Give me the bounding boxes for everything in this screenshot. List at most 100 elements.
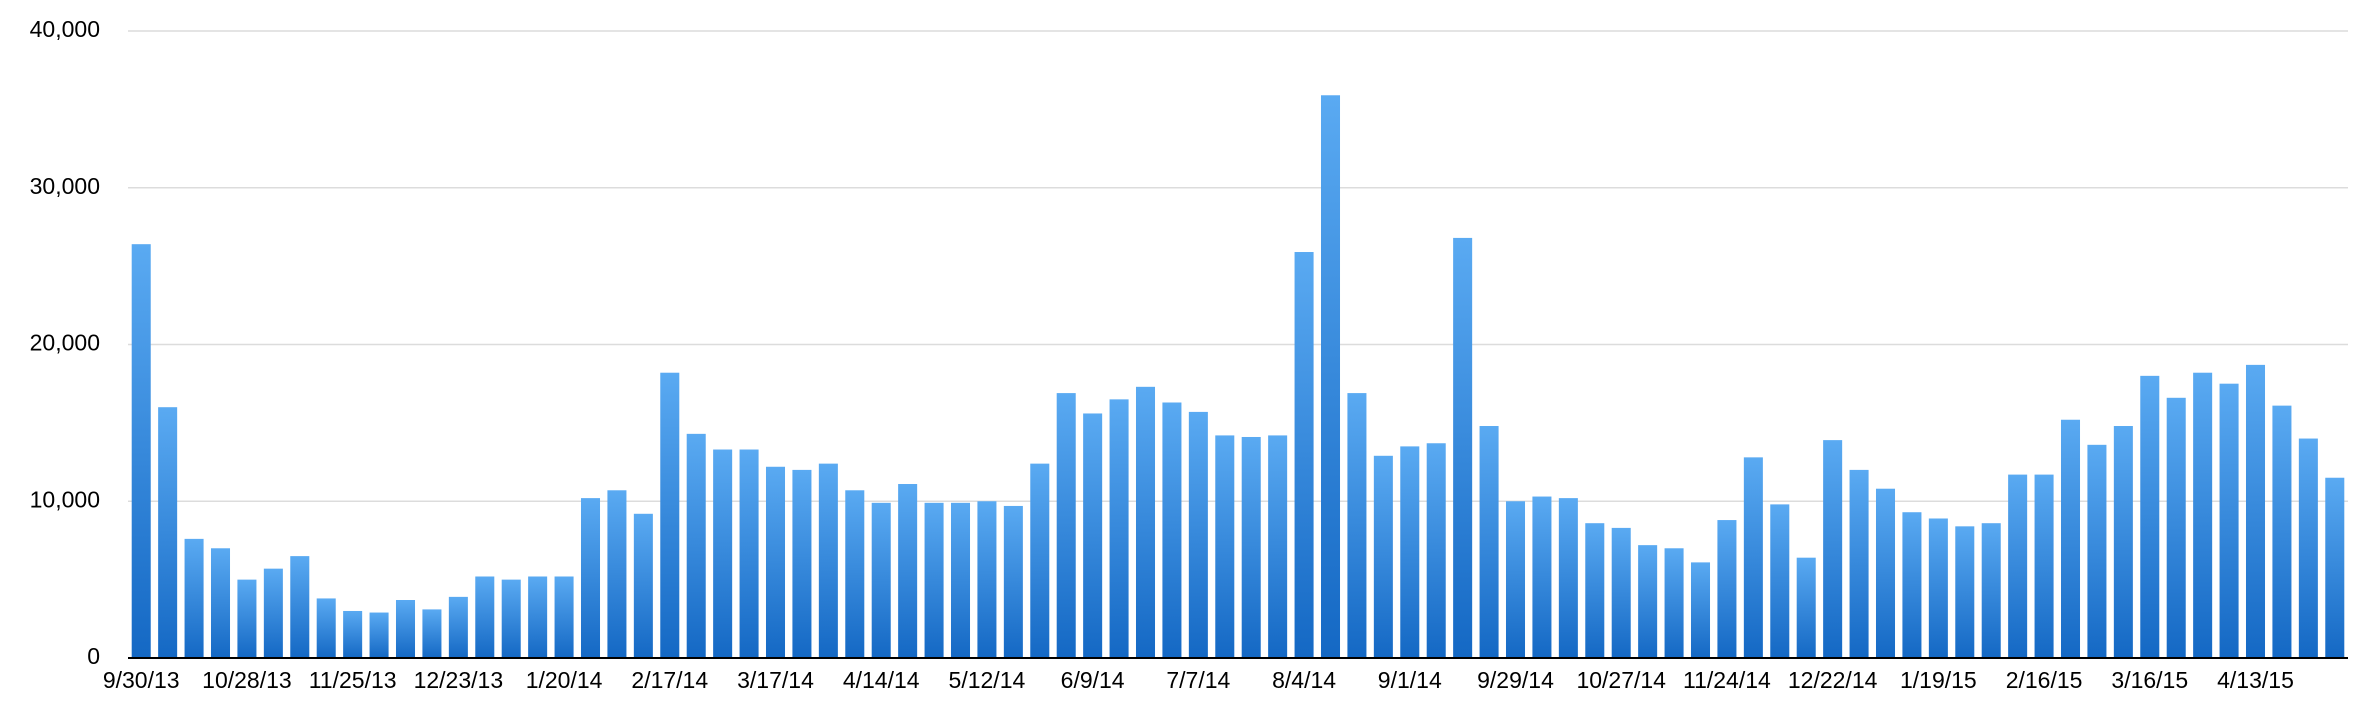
x-tick-label: 10/28/13 <box>202 667 292 693</box>
bar <box>1479 426 1499 658</box>
x-tick-label: 2/17/14 <box>631 667 708 693</box>
bar <box>422 609 442 658</box>
bar <box>210 548 231 658</box>
bar <box>1003 505 1023 658</box>
bar <box>818 463 838 658</box>
bar <box>1981 523 2001 658</box>
bar <box>1823 440 1843 658</box>
bar <box>898 484 918 658</box>
bar <box>343 610 363 658</box>
bar <box>2008 474 2028 658</box>
bar <box>1505 501 1526 658</box>
y-tick-label: 20,000 <box>30 330 100 356</box>
bar <box>660 372 680 658</box>
bar <box>1955 526 1975 658</box>
bar <box>1690 562 1711 658</box>
bar <box>1638 545 1658 658</box>
bar <box>1373 455 1393 658</box>
bar <box>924 502 944 658</box>
bar <box>1426 443 1446 658</box>
bar <box>1188 411 1208 658</box>
bar <box>1215 435 1235 658</box>
y-tick-label: 10,000 <box>30 486 100 512</box>
bar <box>1056 393 1076 658</box>
x-tick-label: 12/22/14 <box>1788 667 1878 693</box>
bar <box>237 579 257 658</box>
x-tick-label: 9/29/14 <box>1477 667 1554 693</box>
bar <box>1664 548 1684 658</box>
bar <box>1532 496 1552 658</box>
bar <box>686 433 706 658</box>
bar <box>554 576 574 658</box>
bar <box>1453 237 1473 658</box>
bar <box>1347 393 1367 658</box>
bar <box>1030 463 1050 658</box>
y-tick-label: 0 <box>87 643 100 669</box>
bar <box>1320 95 1341 658</box>
bar <box>369 612 389 658</box>
bar <box>1109 399 1129 658</box>
bar <box>2140 375 2160 658</box>
bar <box>2193 372 2213 658</box>
bar <box>2298 438 2318 658</box>
bar <box>1585 523 1605 658</box>
x-tick-label: 5/12/14 <box>949 667 1026 693</box>
x-tick-label: 4/13/15 <box>2217 667 2294 693</box>
bar <box>580 498 601 658</box>
bar <box>1770 504 1790 658</box>
bar <box>1611 527 1631 658</box>
bar <box>2219 383 2239 658</box>
bar <box>2087 444 2107 658</box>
x-tick-label: 11/24/14 <box>1683 667 1771 693</box>
bar <box>1241 436 1261 658</box>
bar <box>871 502 891 658</box>
bar <box>448 596 468 658</box>
bar <box>316 598 336 658</box>
bar <box>290 556 310 658</box>
bar <box>501 579 521 658</box>
bar <box>607 490 627 658</box>
x-tick-label: 4/14/14 <box>843 667 920 693</box>
bar <box>1294 252 1314 658</box>
y-tick-label: 30,000 <box>30 173 100 199</box>
bar <box>1902 512 1922 658</box>
bar <box>1268 435 1288 658</box>
bar <box>1162 402 1182 658</box>
x-tick-label: 9/30/13 <box>103 667 180 693</box>
bar <box>2113 426 2133 658</box>
bar <box>2034 474 2054 658</box>
x-tick-label: 11/25/13 <box>309 667 397 693</box>
bar <box>2325 477 2345 658</box>
bar <box>263 568 283 658</box>
bar <box>528 576 548 658</box>
bar <box>475 576 495 658</box>
bar <box>765 466 786 658</box>
bar <box>1875 488 1896 658</box>
bar <box>2060 419 2081 658</box>
x-tick-label: 7/7/14 <box>1166 667 1230 693</box>
bar <box>739 449 759 658</box>
bar <box>1135 386 1156 658</box>
x-tick-label: 12/23/13 <box>414 667 504 693</box>
x-tick-label: 9/1/14 <box>1378 667 1442 693</box>
bar <box>158 407 178 658</box>
x-tick-label: 3/16/15 <box>2111 667 2188 693</box>
x-tick-label: 2/16/15 <box>2006 667 2083 693</box>
bar <box>1083 413 1103 658</box>
bar <box>1928 518 1948 658</box>
x-tick-label: 1/19/15 <box>1900 667 1977 693</box>
bar <box>395 600 416 658</box>
bar <box>713 449 733 658</box>
bar <box>2166 397 2186 658</box>
y-tick-label: 40,000 <box>30 16 100 42</box>
bar <box>1743 457 1763 658</box>
bar <box>1558 498 1578 658</box>
bar <box>2245 364 2266 658</box>
x-tick-label: 8/4/14 <box>1272 667 1336 693</box>
bar <box>792 469 812 658</box>
bar <box>184 538 204 658</box>
bar <box>1400 446 1420 658</box>
bar <box>1796 557 1816 658</box>
